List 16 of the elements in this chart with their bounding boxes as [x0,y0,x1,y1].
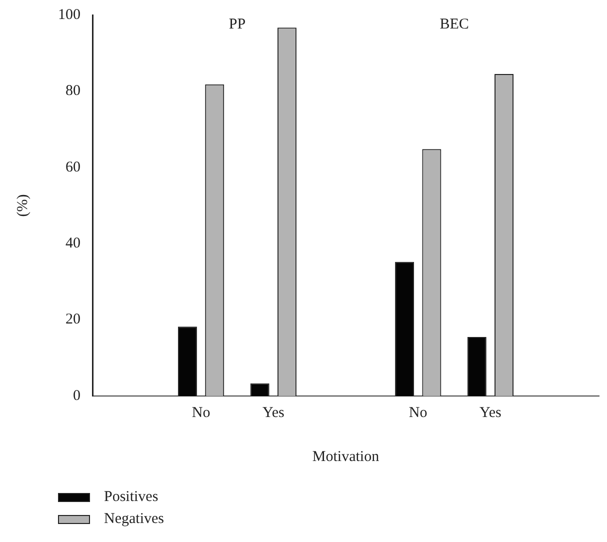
x-tick-label: Yes [480,404,502,421]
y-tick-label: 60 [66,159,80,176]
y-tick-label: 20 [66,312,80,328]
x-tick-label: Yes [262,404,284,421]
y-tick-label: 40 [66,236,80,252]
x-axis-title: Motivation [312,448,380,465]
x-tick-label: No [408,404,428,421]
y-tick-label: 80 [66,83,80,100]
annotation: PP [228,16,246,32]
legend-label: Negatives [104,510,164,528]
y-tick-label: 100 [58,6,80,23]
legend-label: Positives [104,488,158,506]
annotation: BEC [440,16,469,32]
y-tick-label: 0 [73,388,80,404]
y-axis-title: (%) [14,194,31,217]
x-tick-label: No [192,404,210,421]
